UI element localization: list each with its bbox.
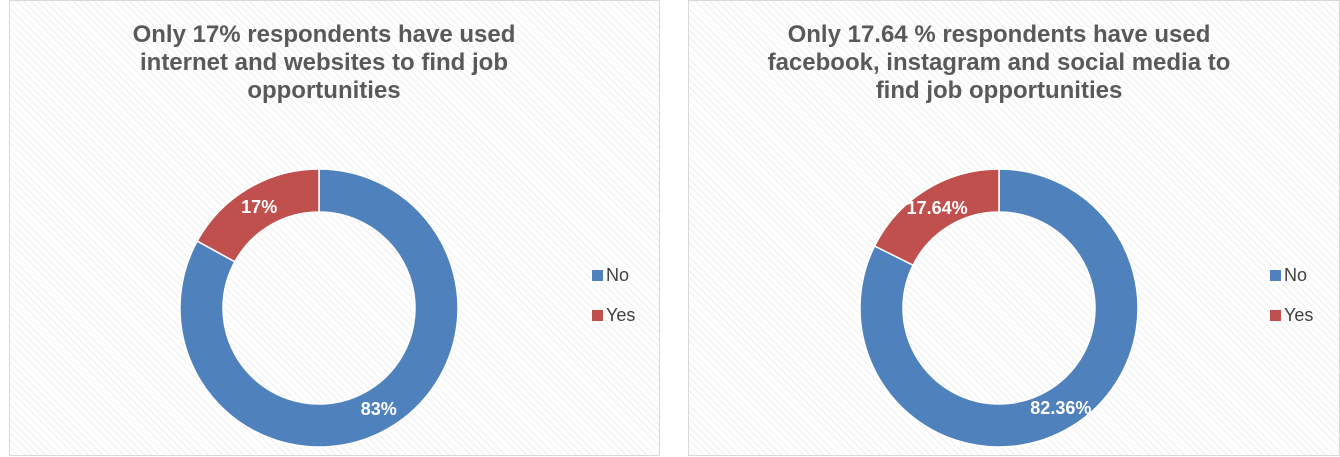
chart-panel-social-media: Only 17.64 % respondents have used faceb… (688, 0, 1340, 456)
chart-title: Only 17.64 % respondents have used faceb… (767, 21, 1231, 104)
legend-label-no: No (606, 264, 630, 285)
donut-slice-no (179, 168, 459, 448)
legend-item-no: No (1270, 263, 1339, 287)
donut-chart: 83% 17% (179, 168, 459, 448)
legend-swatch-yes (592, 309, 603, 321)
chart-title: Only 17% respondents have used internet … (132, 21, 516, 104)
data-label-yes: 17% (241, 197, 277, 217)
chart-panel-internet: Only 17% respondents have used internet … (9, 0, 660, 456)
chart-legend: No Yes (1270, 263, 1339, 343)
legend-swatch-yes (1270, 309, 1281, 321)
legend-swatch-no (592, 269, 603, 281)
donut-slice-yes (196, 168, 320, 263)
legend-label-yes: Yes (1284, 304, 1314, 325)
legend-label-yes: Yes (606, 304, 636, 325)
legend-item-yes: Yes (1270, 303, 1339, 327)
donut-chart: 82.36% 17.64% (859, 168, 1139, 448)
data-label-no: 82.36% (1030, 398, 1091, 418)
donut-slice-yes (873, 168, 1000, 267)
legend-item-no: No (592, 263, 659, 287)
donut-slice-no (859, 168, 1139, 448)
legend-item-yes: Yes (592, 303, 659, 327)
legend-label-no: No (1284, 264, 1308, 285)
legend-swatch-no (1270, 269, 1281, 281)
data-label-no: 83% (361, 399, 397, 419)
data-label-yes: 17.64% (907, 198, 968, 218)
chart-legend: No Yes (592, 263, 659, 343)
